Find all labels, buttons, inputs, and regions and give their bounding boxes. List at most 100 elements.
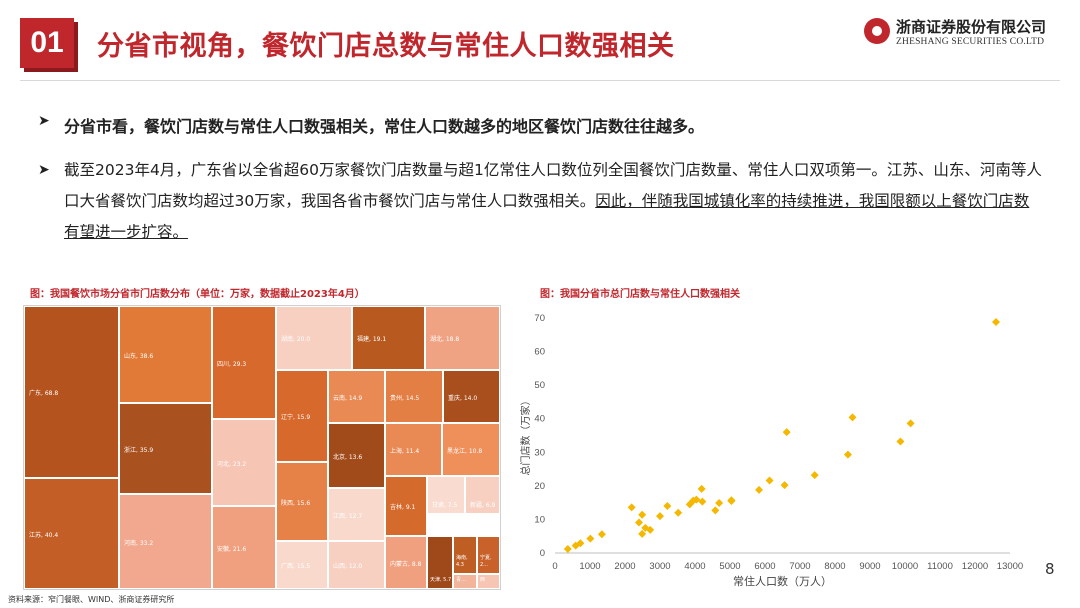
treemap-tile-label: 辽宁, 15.9 (281, 414, 311, 421)
treemap-tile: 四川, 29.3 (212, 306, 276, 419)
treemap-tile: 天津, 5.7 (427, 536, 453, 589)
treemap-tile: 广东, 68.8 (24, 306, 119, 478)
treemap-tile-label: 青... (456, 577, 466, 583)
bullet-2-plain: 截至2023年4月，广东省以全省超60万家餐饮门店数量与超1亿常住人口数位列全国… (64, 161, 1042, 210)
treemap-tile: 湖南, 20.0 (276, 306, 352, 370)
treemap-chart: 广东, 68.8 江苏, 40.4 山东, 38.6 浙江, 35.9 河南, 33.2… (23, 305, 501, 590)
x-tick-label: 10000 (892, 561, 918, 572)
treemap-tile-label: 湖北, 18.8 (430, 336, 460, 343)
scatter-point (755, 485, 764, 494)
treemap-tile-label: 上海, 11.4 (390, 448, 420, 455)
scatter-point (765, 476, 774, 485)
scatter-chart: 0 1000 2000 3000 4000 5000 6000 7000 8000 9000 100… (519, 313, 1023, 588)
treemap-tile: 吉林, 9.1 (385, 476, 427, 536)
treemap-tile: 湖北, 18.8 (425, 306, 500, 370)
scatter-point (627, 503, 636, 512)
treemap-tile-label: 四川, 29.3 (217, 361, 247, 368)
title-divider (20, 80, 1060, 81)
scatter-point (586, 534, 595, 543)
scatter-point (992, 318, 1000, 327)
x-tick-label: 7000 (789, 561, 810, 572)
y-tick-label: 0 (540, 548, 545, 559)
y-tick-label: 20 (534, 481, 545, 492)
arrow-bullet-icon: ➤ (38, 113, 50, 129)
scatter-point (663, 502, 672, 510)
treemap-tile-label: 宁夏, 2... (480, 555, 492, 568)
scatter-point (563, 544, 572, 553)
scatter-point (692, 495, 701, 504)
treemap-tile-label: 吉林, 9.1 (390, 504, 416, 511)
treemap-tile: 陕西, 15.6 (276, 462, 328, 541)
x-tick-label: 5000 (719, 561, 740, 572)
logo-cn-text: 浙商证券股份有限公司 (896, 18, 1047, 36)
scatter-point (727, 496, 736, 505)
treemap-tile: 福建, 19.1 (352, 306, 425, 370)
y-tick-label: 50 (534, 380, 545, 391)
x-tick-label: 13000 (997, 561, 1023, 572)
section-number: 01 (20, 18, 74, 68)
x-tick-label: 6000 (754, 561, 775, 572)
treemap-tile: 江西, 12.7 (328, 488, 385, 541)
scatter-point (848, 413, 857, 422)
y-tick-label: 30 (534, 447, 545, 458)
scatter-point (896, 437, 905, 446)
treemap-tile-label: 云南, 14.9 (333, 395, 363, 402)
scatter-point (638, 529, 647, 538)
x-tick-label: 3000 (649, 561, 670, 572)
x-tick-label: 4000 (684, 561, 705, 572)
x-tick-label: 11000 (927, 561, 953, 572)
treemap-tile: 山西, 12.0 (328, 541, 385, 589)
scatter-point (638, 510, 647, 519)
y-tick-label: 60 (534, 347, 545, 358)
treemap-tile: 内蒙古, 8.8 (385, 536, 427, 589)
treemap-tile-label: 黑龙江, 10.8 (447, 448, 483, 455)
scatter-point (711, 506, 720, 515)
treemap-tile-label: 江西, 12.7 (333, 513, 363, 520)
treemap-tile: 黑龙江, 10.8 (442, 423, 500, 476)
treemap-tile: 青... (453, 574, 477, 589)
treemap-tile-label: 贵州, 14.5 (390, 395, 420, 402)
y-tick-label: 10 (534, 514, 545, 525)
scatter-point (656, 512, 664, 521)
scatter-point (635, 518, 643, 527)
treemap-tile-label: 北京, 13.6 (333, 454, 363, 461)
treemap-tile: 重庆, 14.0 (443, 370, 500, 423)
treemap-tile-label: 河南, 33.2 (124, 540, 154, 547)
treemap-tile: 安徽, 21.6 (212, 506, 276, 589)
scatter-point (715, 498, 724, 507)
treemap-tile: 新疆, 6.9 (465, 476, 500, 514)
scatter-caption: 图：我国分省市总门店数与常住人口数强相关 (540, 289, 740, 300)
y-tick-label: 70 (534, 313, 545, 324)
scatter-point (843, 450, 852, 459)
logo-icon (864, 18, 890, 44)
bullet-2-text: 截至2023年4月，广东省以全省超60万家餐饮门店数量与超1亿常住人口数位列全国… (38, 155, 1043, 248)
scatter-point (782, 428, 791, 437)
treemap-tile: 海南, 4.3 (453, 536, 477, 574)
scatter-point (646, 525, 655, 534)
treemap-tile: 山东, 38.6 (119, 306, 212, 403)
treemap-tile: 上海, 11.4 (385, 423, 442, 476)
treemap-tile-label: 河北, 23.2 (217, 461, 247, 468)
treemap-tile-label: 陕西, 15.6 (281, 500, 311, 507)
x-axis-label: 常住人口数（万人） (733, 574, 832, 588)
x-tick-label: 2000 (614, 561, 635, 572)
company-logo: 浙商证券股份有限公司 ZHESHANG SECURITIES CO.LTD (864, 16, 1060, 56)
x-tick-label: 9000 (859, 561, 880, 572)
scatter-point (810, 471, 819, 480)
x-tick-label: 0 (552, 561, 557, 572)
treemap-tile-label: 山西, 12.0 (333, 563, 363, 570)
treemap-tile: 甘肃, 7.5 (427, 476, 465, 514)
treemap-tile: 辽宁, 15.9 (276, 370, 328, 462)
scatter-point (780, 481, 789, 490)
treemap-tile: 河北, 23.2 (212, 419, 276, 506)
scatter-point (571, 541, 580, 550)
treemap-tile: 北京, 13.6 (328, 423, 385, 488)
y-axis-label: 总门店数（万家） (519, 396, 532, 476)
treemap-tile-label: 广西, 15.5 (281, 563, 311, 570)
scatter-point (697, 484, 706, 493)
treemap-tile-label: 西 (480, 577, 486, 583)
treemap-tile-label: 甘肃, 7.5 (432, 502, 458, 509)
arrow-bullet-icon: ➤ (38, 162, 50, 178)
x-tick-label: 12000 (962, 561, 988, 572)
bullet-1-text: 分省市看，餐饮门店数与常住人口数强相关，常住人口数越多的地区餐饮门店数往往越多。 (64, 117, 705, 136)
